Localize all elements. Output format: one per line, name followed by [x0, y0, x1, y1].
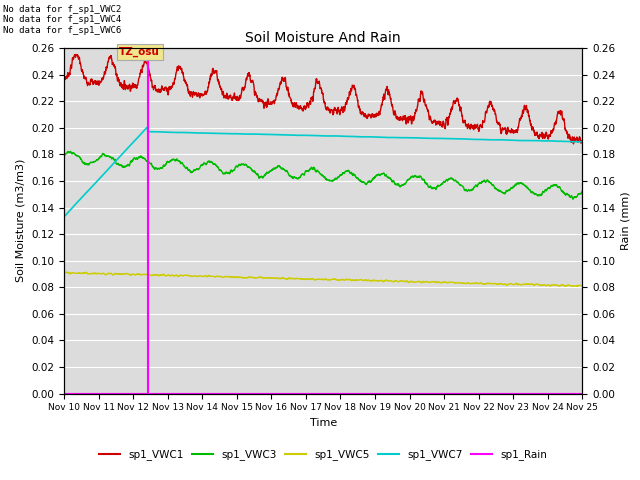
- sp1_Rain: [579, 391, 586, 396]
- sp1_VWC7: [259, 132, 267, 137]
- sp1_VWC3: [579, 188, 586, 193]
- sp1_Rain: [513, 391, 520, 396]
- sp1_VWC3: [282, 168, 289, 174]
- sp1_VWC1: [259, 99, 267, 105]
- sp1_Rain: [119, 391, 127, 396]
- sp1_VWC1: [70, 52, 78, 58]
- sp1_VWC5: [569, 283, 577, 289]
- Line: sp1_VWC3: sp1_VWC3: [64, 151, 582, 199]
- sp1_VWC5: [60, 270, 68, 276]
- Line: sp1_VWC7: sp1_VWC7: [64, 128, 582, 217]
- sp1_VWC1: [120, 86, 127, 92]
- Text: TZ_osu: TZ_osu: [119, 47, 160, 57]
- Text: No data for f_sp1_VWC2
No data for f_sp1_VWC4
No data for f_sp1_VWC6: No data for f_sp1_VWC2 No data for f_sp1…: [3, 5, 122, 35]
- sp1_VWC5: [513, 280, 520, 286]
- X-axis label: Time: Time: [310, 418, 337, 428]
- Y-axis label: Rain (mm): Rain (mm): [621, 192, 631, 250]
- sp1_VWC7: [282, 132, 289, 138]
- sp1_VWC1: [568, 134, 576, 140]
- sp1_VWC3: [120, 164, 127, 170]
- sp1_VWC3: [513, 181, 520, 187]
- sp1_VWC7: [143, 125, 150, 131]
- sp1_VWC1: [570, 141, 577, 147]
- sp1_VWC5: [579, 283, 586, 289]
- sp1_VWC7: [150, 129, 158, 134]
- sp1_VWC3: [259, 175, 267, 180]
- sp1_Rain: [282, 391, 289, 396]
- sp1_VWC3: [150, 165, 158, 171]
- sp1_VWC1: [282, 75, 289, 81]
- sp1_VWC7: [513, 138, 520, 144]
- sp1_VWC3: [569, 196, 577, 202]
- Y-axis label: Soil Moisture (m3/m3): Soil Moisture (m3/m3): [15, 159, 26, 283]
- sp1_VWC5: [150, 272, 158, 277]
- Title: Soil Moisture And Rain: Soil Moisture And Rain: [245, 32, 401, 46]
- sp1_Rain: [150, 391, 157, 396]
- Line: sp1_VWC1: sp1_VWC1: [64, 55, 582, 144]
- sp1_VWC1: [150, 85, 158, 91]
- Legend: sp1_VWC1, sp1_VWC3, sp1_VWC5, sp1_VWC7, sp1_Rain: sp1_VWC1, sp1_VWC3, sp1_VWC5, sp1_VWC7, …: [95, 445, 551, 465]
- sp1_VWC3: [67, 148, 74, 154]
- sp1_VWC5: [259, 275, 267, 281]
- sp1_VWC3: [60, 152, 68, 158]
- sp1_VWC7: [119, 150, 127, 156]
- sp1_Rain: [568, 391, 576, 396]
- sp1_VWC1: [513, 128, 520, 133]
- Line: sp1_VWC5: sp1_VWC5: [64, 272, 582, 286]
- sp1_Rain: [60, 391, 68, 396]
- sp1_VWC5: [120, 271, 127, 277]
- sp1_VWC1: [579, 139, 586, 144]
- sp1_VWC5: [568, 283, 576, 289]
- sp1_VWC7: [60, 214, 68, 220]
- sp1_VWC5: [83, 269, 90, 275]
- sp1_VWC7: [568, 139, 576, 144]
- sp1_VWC5: [282, 276, 289, 282]
- sp1_VWC3: [568, 194, 576, 200]
- sp1_VWC1: [60, 74, 68, 80]
- sp1_VWC7: [579, 139, 586, 144]
- sp1_Rain: [259, 391, 267, 396]
